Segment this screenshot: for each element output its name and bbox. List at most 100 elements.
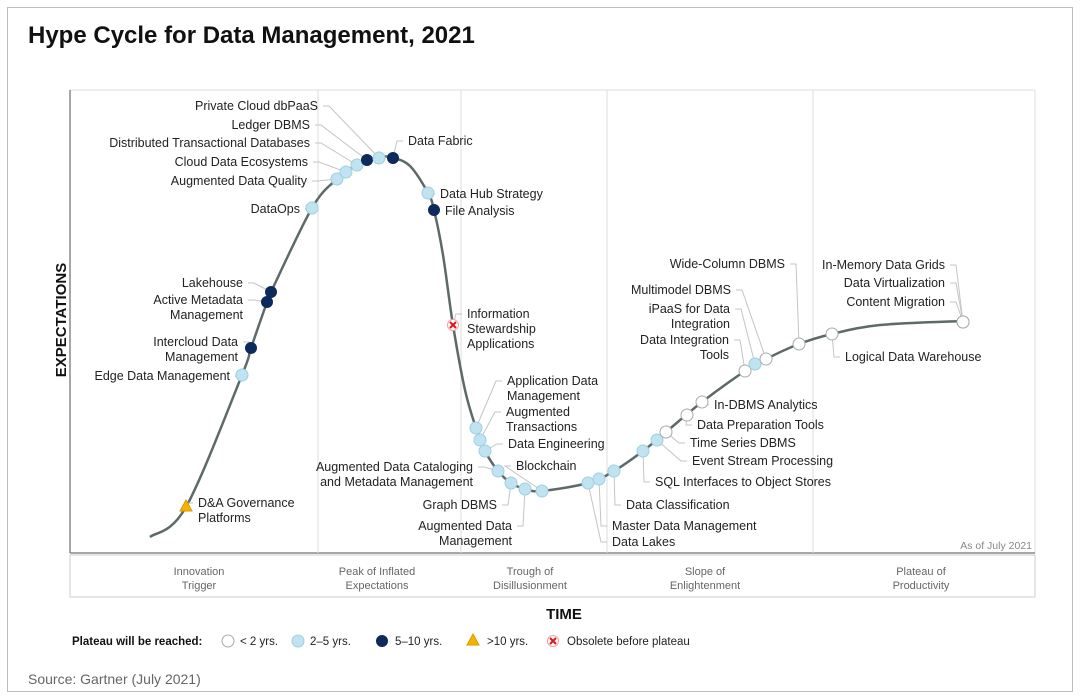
point-marker-2to5 xyxy=(535,484,549,498)
point-label: Information Stewardship Applications xyxy=(467,307,536,351)
x-axis-label: TIME xyxy=(546,606,582,623)
point-label: Time Series DBMS xyxy=(690,436,796,450)
leader-line xyxy=(479,411,501,441)
point-marker-2to5 xyxy=(607,464,621,478)
point-marker-lt2 xyxy=(792,337,806,351)
point-marker-gt10 xyxy=(179,498,193,512)
leader-line xyxy=(313,161,347,173)
point-label: Cloud Data Ecosystems xyxy=(175,155,308,169)
point-label: Private Cloud dbPaaS xyxy=(195,99,318,113)
point-label: Augmented Data Quality xyxy=(171,174,308,188)
legend-marker-lt2 xyxy=(221,634,235,648)
point-marker-2to5 xyxy=(748,357,762,371)
point-marker-2to5 xyxy=(636,444,650,458)
point-marker-lt2 xyxy=(825,327,839,341)
point-label: Intercloud Data Management xyxy=(153,335,238,364)
point-label: Multimodel DBMS xyxy=(631,283,731,297)
leader-line xyxy=(587,482,607,543)
leader-line xyxy=(734,339,746,372)
point-marker-5to10 xyxy=(361,154,373,166)
point-label: Active Metadata Management xyxy=(153,293,243,322)
point-marker-lt2 xyxy=(956,315,970,329)
leader-line xyxy=(950,282,964,323)
point-label: Content Migration xyxy=(846,295,945,309)
point-marker-2to5 xyxy=(491,464,505,478)
leader-line xyxy=(502,482,512,506)
point-marker-5to10 xyxy=(387,152,399,164)
hype-curve xyxy=(149,155,964,539)
point-label: Edge Data Management xyxy=(94,369,230,383)
point-label: SQL Interfaces to Object Stores xyxy=(655,475,831,489)
leader-line xyxy=(598,478,607,527)
leader-line xyxy=(315,142,358,166)
point-marker-2to5 xyxy=(350,158,364,172)
point-label: Data Hub Strategy xyxy=(440,187,544,201)
point-label: DataOps xyxy=(251,202,300,216)
point-marker-5to10 xyxy=(265,286,277,298)
point-label: Data Lakes xyxy=(612,535,675,549)
point-marker-lt2 xyxy=(659,425,673,439)
point-label: Data Engineering xyxy=(508,437,605,451)
point-label: Application Data Management xyxy=(507,374,598,403)
point-marker-lt2 xyxy=(759,352,773,366)
point-label: Augmented Data Cataloging and Metadata Ma… xyxy=(316,460,474,489)
point-label: Data Virtualization xyxy=(844,276,945,290)
leader-line xyxy=(315,124,368,161)
leader-line xyxy=(503,465,543,492)
phase-label: Slope of Enlightenment xyxy=(670,566,740,592)
point-marker-2to5 xyxy=(473,433,487,447)
point-label: Logical Data Warehouse xyxy=(845,350,981,364)
leader-line xyxy=(323,105,380,159)
point-label: Graph DBMS xyxy=(423,498,497,512)
phase-label: Trough of Disillusionment xyxy=(493,566,567,592)
leader-line xyxy=(831,333,840,358)
point-marker-obsolete xyxy=(447,319,459,331)
point-marker-2to5 xyxy=(650,433,664,447)
chart-frame xyxy=(7,7,1073,692)
point-marker-2to5 xyxy=(421,186,435,200)
legend-item-label: < 2 yrs. xyxy=(240,636,278,648)
legend: Plateau will be reached: < 2 yrs. 2–5 yrs… xyxy=(72,632,690,648)
point-label: File Analysis xyxy=(445,204,514,218)
point-label: Augmented Data Management xyxy=(418,519,512,548)
leader-line xyxy=(642,450,650,483)
point-marker-2to5 xyxy=(581,476,595,490)
point-marker-2to5 xyxy=(372,151,386,165)
point-marker-2to5 xyxy=(592,472,606,486)
point-marker-lt2 xyxy=(738,364,752,378)
leader-line xyxy=(735,308,756,365)
point-label: Augmented Transactions xyxy=(506,405,577,434)
point-marker-5to10 xyxy=(245,342,257,354)
legend-marker-5to10 xyxy=(376,635,388,647)
point-marker-2to5 xyxy=(478,444,492,458)
point-marker-lt2 xyxy=(680,408,694,422)
point-label: Event Stream Processing xyxy=(692,454,833,468)
phase-label: Innovation Trigger xyxy=(174,566,225,592)
phase-label: Plateau of Productivity xyxy=(893,566,950,592)
chart-title: Hype Cycle for Data Management, 2021 xyxy=(28,22,475,49)
point-marker-2to5 xyxy=(235,368,249,382)
point-marker-2to5 xyxy=(305,201,319,215)
point-label: Data Fabric xyxy=(408,134,473,148)
point-marker-2to5 xyxy=(339,165,353,179)
legend-item-label: 5–10 yrs. xyxy=(395,636,442,648)
point-label: Data Integration Tools xyxy=(640,333,729,362)
as-of-label: As of July 2021 xyxy=(960,540,1032,552)
phase-band xyxy=(69,554,1036,598)
legend-title: Plateau will be reached: xyxy=(72,636,202,648)
legend-item-label: Obsolete before plateau xyxy=(567,636,690,648)
point-marker-2to5 xyxy=(518,482,532,496)
leader-line xyxy=(613,470,621,506)
point-label: Wide-Column DBMS xyxy=(670,257,785,271)
legend-marker-gt10 xyxy=(466,632,480,646)
point-label: Master Data Management xyxy=(612,519,757,533)
leader-line xyxy=(950,264,964,323)
point-marker-lt2 xyxy=(695,395,709,409)
legend-marker-obsolete xyxy=(547,635,559,647)
legend-item-label: >10 yrs. xyxy=(487,636,528,648)
leader-line xyxy=(656,439,687,462)
point-label: In-Memory Data Grids xyxy=(822,258,945,272)
point-label: Ledger DBMS xyxy=(231,118,310,132)
leader-line xyxy=(517,488,526,527)
